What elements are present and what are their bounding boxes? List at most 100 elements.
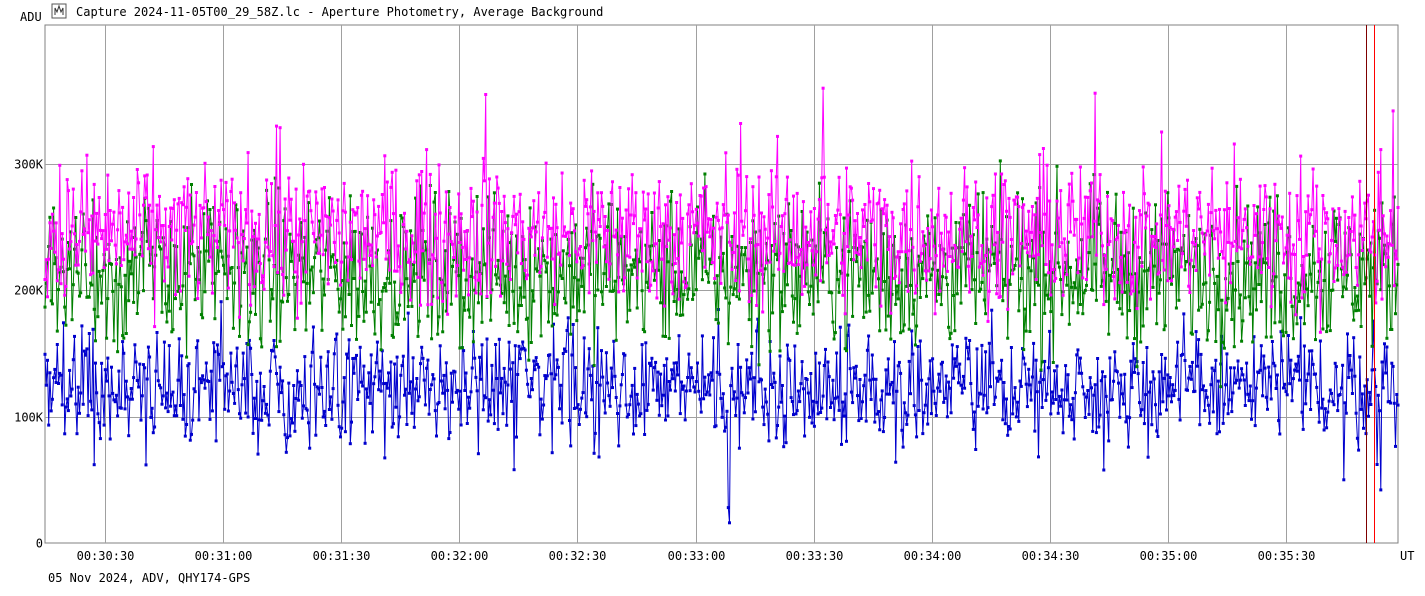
data-point: [563, 225, 566, 229]
data-point: [1176, 239, 1180, 242]
data-point: [278, 126, 282, 130]
data-point: [188, 262, 192, 266]
data-point: [473, 356, 477, 360]
data-point: [439, 379, 443, 383]
data-point: [977, 289, 981, 293]
data-point: [1124, 228, 1128, 232]
data-point: [675, 361, 679, 365]
data-point: [755, 304, 759, 307]
data-point: [241, 351, 245, 355]
lightcurve-window-icon[interactable]: [51, 3, 67, 19]
data-point: [545, 261, 549, 265]
data-point: [1097, 222, 1101, 226]
data-point: [1046, 297, 1050, 301]
data-point: [383, 282, 387, 286]
data-point: [1359, 325, 1363, 328]
data-point: [872, 269, 875, 273]
data-point: [566, 316, 570, 320]
data-point: [339, 283, 342, 287]
data-point: [1000, 358, 1004, 362]
data-point: [1252, 287, 1256, 291]
cursor-lines[interactable]: [1366, 25, 1375, 543]
data-point: [98, 228, 102, 232]
data-point: [204, 361, 208, 365]
data-point: [784, 441, 788, 445]
data-point: [652, 366, 656, 370]
data-point: [580, 396, 584, 400]
data-point: [1379, 148, 1383, 152]
data-point: [890, 380, 894, 384]
data-point: [218, 223, 222, 226]
data-point: [385, 276, 389, 280]
data-point: [963, 252, 967, 256]
data-point: [507, 324, 511, 327]
data-point: [556, 290, 560, 294]
data-point: [550, 324, 554, 328]
data-point: [407, 258, 411, 262]
data-point: [265, 178, 269, 182]
data-point: [592, 451, 596, 455]
data-point: [787, 261, 791, 265]
data-point: [661, 393, 665, 397]
data-point: [726, 342, 730, 346]
data-point: [1082, 392, 1086, 396]
data-point: [900, 268, 904, 272]
data-point: [144, 196, 148, 200]
data-point: [531, 289, 534, 293]
x-tick-label: 00:30:30: [77, 549, 135, 563]
data-point: [540, 417, 544, 421]
data-point: [803, 284, 807, 288]
data-point: [729, 384, 733, 388]
data-point: [1270, 340, 1274, 343]
data-point: [676, 373, 680, 377]
data-point: [1021, 197, 1024, 201]
data-point: [1384, 265, 1388, 269]
data-point: [1202, 384, 1205, 388]
data-point: [473, 288, 477, 292]
data-point: [764, 400, 768, 404]
data-point: [476, 278, 480, 282]
data-point: [140, 254, 144, 258]
data-point: [1065, 273, 1069, 277]
data-point: [996, 258, 1000, 262]
data-point: [132, 196, 136, 199]
data-point: [825, 417, 829, 421]
data-point: [1235, 184, 1239, 188]
data-point: [159, 240, 163, 244]
data-point: [549, 372, 553, 376]
data-point: [907, 249, 911, 253]
data-point: [872, 187, 875, 191]
series-line-0: [43, 86, 1400, 334]
data-point: [1299, 154, 1303, 158]
data-point: [94, 339, 97, 343]
data-point: [1278, 320, 1282, 324]
data-point: [451, 242, 454, 246]
data-point: [1136, 245, 1140, 249]
data-point: [1013, 264, 1017, 267]
data-point: [387, 251, 390, 255]
data-point: [1170, 400, 1173, 404]
data-point: [963, 386, 967, 390]
data-point: [1041, 378, 1045, 382]
data-point: [1210, 224, 1214, 228]
data-point: [140, 231, 144, 234]
data-point: [580, 284, 584, 288]
data-point: [686, 297, 690, 301]
data-point: [78, 239, 81, 243]
data-point: [539, 264, 543, 268]
data-point: [441, 299, 445, 303]
data-point: [1024, 382, 1028, 386]
data-point: [862, 384, 866, 388]
data-point: [357, 259, 361, 263]
data-point: [100, 301, 104, 305]
data-point: [1163, 324, 1167, 328]
data-point: [224, 374, 228, 378]
data-point: [644, 243, 648, 247]
data-point: [457, 192, 461, 196]
data-point: [606, 229, 610, 232]
data-point: [1318, 339, 1322, 343]
data-point: [1038, 380, 1042, 384]
data-point: [1328, 388, 1332, 392]
data-point: [814, 273, 818, 277]
